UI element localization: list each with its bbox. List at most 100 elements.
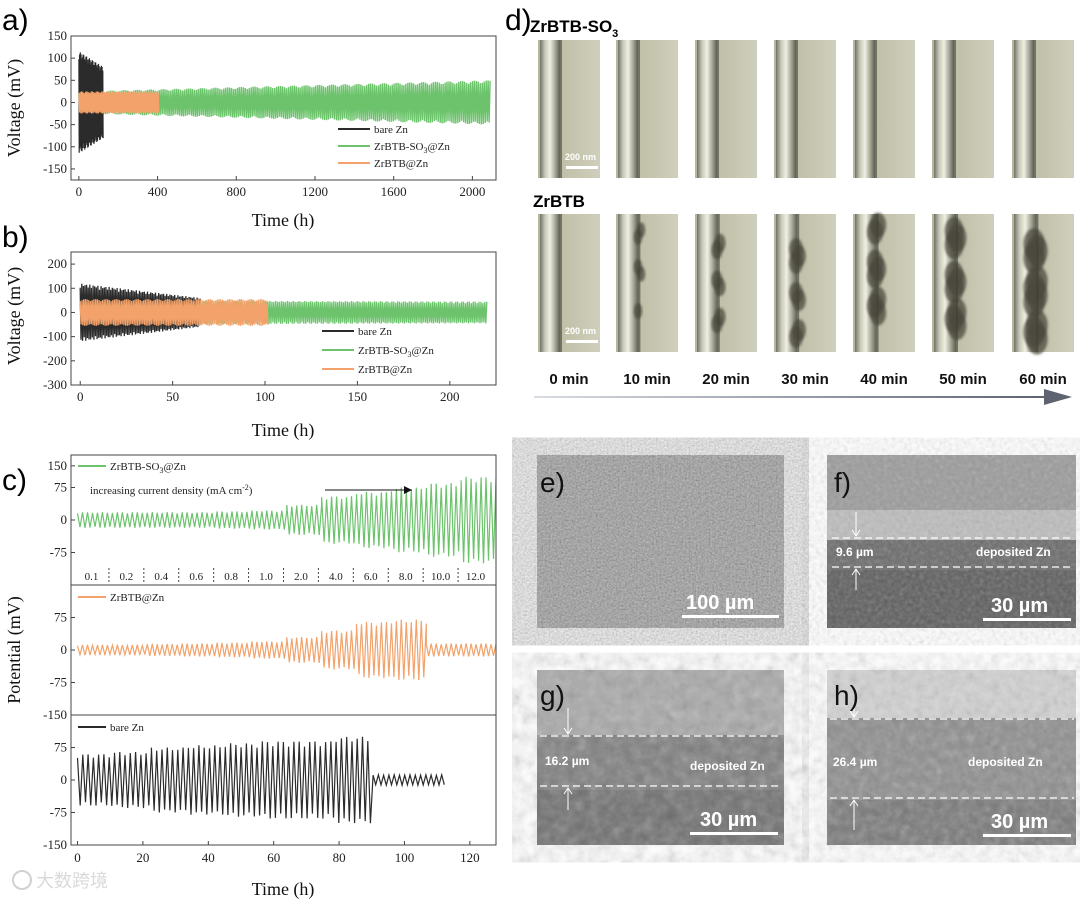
legend-c-zrbtb: ZrBTB@Zn	[110, 592, 165, 604]
chart-b-series	[79, 283, 488, 341]
legend-b-bare: bare Zn	[358, 326, 392, 338]
chart-b-legend: bare Zn ZrBTB-SO3@Zn ZrBTB@Zn	[322, 326, 434, 376]
y-tick-label: -150	[43, 161, 67, 176]
chart-c-current-densities: 0.1 0.2 0.4 0.6 0.8 1.0 2.0 4.0 6.0 8.0 10.0 12.0	[85, 568, 486, 583]
x-tick-label: 60	[267, 850, 280, 865]
y-tick-label: 0	[61, 512, 68, 527]
y-tick-label: 75	[54, 610, 67, 625]
legend-c-so3: ZrBTB-SO3@Zn	[110, 461, 186, 475]
chart-b-ylabel: Voltage (mV)	[4, 267, 25, 365]
chart-c: 75 0 -75 150 75 0 -75 75 0 -75 -150 -150 0 20 40 60 80 10…	[4, 454, 497, 900]
dendrite-blob	[866, 249, 884, 275]
chart-c-xlabel: Time (h)	[252, 879, 315, 900]
sem-g-arrow-up	[563, 787, 573, 810]
time-label: 10 min	[623, 371, 671, 388]
y-tick-label: -100	[43, 139, 67, 154]
y-tick-label: 100	[48, 50, 68, 65]
series-zrbtb-zn	[76, 619, 497, 681]
x-tick-label: 0	[77, 389, 84, 404]
legend-a-bare: bare Zn	[374, 124, 408, 136]
time-label: 60 min	[1019, 371, 1067, 388]
current-density-label: 12.0	[466, 571, 486, 583]
electrode-edge	[956, 214, 958, 352]
sem-f-deposit-label: deposited Zn	[976, 545, 1051, 559]
y-tick-label: 75	[54, 740, 67, 755]
chart-a: 0 400 800 1200 1600 2000150100500-50-100-150 …	[4, 28, 497, 231]
time-label: 40 min	[860, 371, 908, 388]
legend-a-so3: ZrBTB-SO3@Zn	[374, 141, 450, 155]
legend-a-zrbtb: ZrBTB@Zn	[374, 158, 429, 170]
zn-electrode	[1014, 40, 1034, 178]
y-tick-label: -50	[50, 117, 67, 132]
x-tick-label: 40	[202, 850, 215, 865]
x-tick-label: 200	[440, 389, 460, 404]
chart-a-frame	[70, 35, 497, 181]
watermark: 大数跨境	[12, 870, 108, 891]
electrode-edge	[560, 214, 562, 352]
sem-g-arrow-down	[563, 708, 573, 735]
chart-b: 0 50 100 150 200 200 100 0 -100 -200 -300 Time (h)…	[4, 251, 497, 441]
series-zrbtb-so3-zn	[78, 80, 491, 125]
dendrite-blob	[714, 233, 726, 253]
panel-label-f: f)	[834, 467, 851, 498]
y-tick-label: 100	[48, 280, 68, 295]
x-tick-label: 2000	[459, 184, 485, 199]
x-tick-label: 150	[348, 389, 368, 404]
y-tick-label: -300	[43, 377, 67, 392]
dendrite-blob	[789, 238, 803, 260]
panel-d-row1-title: ZrBTB-SO3	[530, 17, 618, 40]
zn-electrode	[618, 214, 639, 352]
current-density-label: 2.0	[294, 571, 308, 583]
panel-d-row2-title: ZrBTB	[533, 192, 585, 211]
electrode-edge	[560, 40, 562, 178]
current-density-label: 10.0	[431, 571, 451, 583]
current-density-label: 6.0	[364, 571, 378, 583]
electrode-edge	[638, 40, 640, 178]
current-density-label: 0.6	[189, 571, 203, 583]
x-tick-label: 1600	[381, 184, 407, 199]
sem-h-scale-text: 30 µm	[991, 811, 1048, 833]
dendrite-blob	[944, 261, 964, 289]
y-tick-label: -150	[43, 837, 67, 852]
current-density-label: 0.8	[224, 571, 238, 583]
x-tick-label: 0	[76, 184, 83, 199]
x-tick-label: 1200	[302, 184, 328, 199]
x-tick-label: 80	[333, 850, 346, 865]
chart-a-series	[78, 52, 491, 153]
electrode-edge	[717, 40, 719, 178]
chart-b-ticks: 0 50 100 150 200 200 100 0 -100 -200 -300	[43, 256, 459, 404]
y-tick-label: 0	[61, 772, 68, 787]
sem-g-scale-text: 30 µm	[700, 809, 757, 831]
time-label: 20 min	[702, 371, 750, 388]
time-label: 50 min	[939, 371, 987, 388]
chart-c-annotation: increasing current density (mA cm-2)	[90, 483, 253, 497]
dendrite-blob	[1023, 228, 1045, 260]
panel-d-time-arrow	[534, 396, 1044, 398]
panel-label-e: e)	[540, 467, 565, 498]
zn-electrode	[697, 40, 717, 178]
x-tick-label: 20	[136, 850, 149, 865]
chart-a-ylabel: Voltage (mV)	[4, 59, 25, 157]
chart-a-xlabel: Time (h)	[252, 210, 315, 231]
sem-h-deposit-label: deposited Zn	[968, 755, 1043, 769]
chart-c-annotation-arrowhead	[404, 486, 412, 494]
panel-label-b: b)	[2, 221, 29, 254]
current-density-label: 0.4	[154, 571, 168, 583]
y-tick-label: -75	[50, 805, 67, 820]
panel-label-d: d)	[505, 4, 532, 37]
y-tick-label: 150	[48, 458, 68, 473]
y-tick-label: 0	[61, 94, 68, 109]
sem-h-arrow-down	[849, 702, 859, 718]
x-tick-label: 400	[148, 184, 168, 199]
legend-b-zrbtb: ZrBTB@Zn	[358, 364, 413, 376]
dendrite-blob	[633, 259, 643, 275]
sem-g-deposit-label: deposited Zn	[690, 759, 765, 773]
x-tick-label: 120	[460, 850, 480, 865]
panel-label-c: c)	[2, 464, 27, 497]
y-tick-label: -75	[50, 675, 67, 690]
y-tick-label: 0	[61, 642, 68, 657]
chart-c-ticks: 75 0 -75 150 75 0 -75 75 0 -75 -150 -150 0 20 40 60 80 10…	[43, 458, 479, 865]
series-bare-zn	[76, 736, 445, 824]
sem-f-scale-bar	[983, 618, 1071, 621]
dendrite-blob	[711, 270, 723, 290]
